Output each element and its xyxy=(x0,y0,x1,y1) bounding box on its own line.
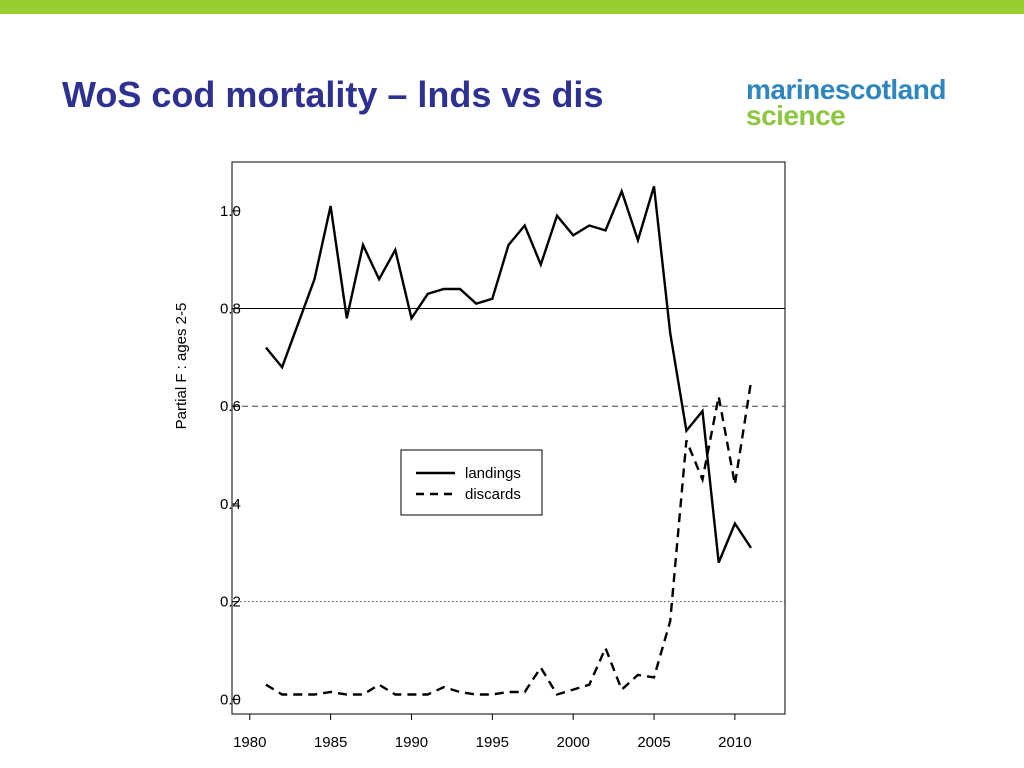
y-axis-label: Partial F : ages 2-5 xyxy=(173,303,190,430)
x-tick-label: 1980 xyxy=(233,734,266,751)
top-accent-bar xyxy=(0,0,1024,14)
legend-label-landings: landings xyxy=(465,465,521,482)
reference-lines xyxy=(232,308,785,603)
y-tick-label: 0.0 xyxy=(220,691,241,708)
legend: landings discards xyxy=(400,449,543,516)
slide-title: WoS cod mortality – lnds vs dis xyxy=(62,74,604,115)
y-tick-label: 0.2 xyxy=(220,594,241,611)
x-axis: 1980 1985 1990 1995 2000 2005 2010 xyxy=(233,714,752,751)
series-line-landings xyxy=(265,186,753,564)
x-tick-label: 2005 xyxy=(637,734,670,751)
plot-frame xyxy=(231,161,786,715)
series-lines xyxy=(265,186,753,696)
logo-word-science: science xyxy=(746,100,846,131)
series-line-discards xyxy=(265,381,753,696)
legend-label-discards: discards xyxy=(465,486,521,503)
legend-box xyxy=(400,449,543,516)
logo-word-marine: marine xyxy=(746,74,835,105)
y-tick-label: 0.4 xyxy=(220,496,241,513)
y-tick-label: 1.0 xyxy=(220,203,241,220)
y-axis: 0.0 0.2 0.4 0.6 0.8 1.0 xyxy=(220,203,241,708)
x-tick-label: 1990 xyxy=(395,734,428,751)
y-tick-label: 0.6 xyxy=(220,398,241,415)
x-tick-label: 2000 xyxy=(556,734,589,751)
logo-word-scotland: scotland xyxy=(834,74,947,105)
y-tick-label: 0.8 xyxy=(220,301,241,318)
x-tick-label: 1985 xyxy=(314,734,347,751)
marine-scotland-science-logo: marinescotland science xyxy=(746,76,976,136)
x-tick-label: 1995 xyxy=(476,734,509,751)
x-tick-label: 2010 xyxy=(718,734,751,751)
